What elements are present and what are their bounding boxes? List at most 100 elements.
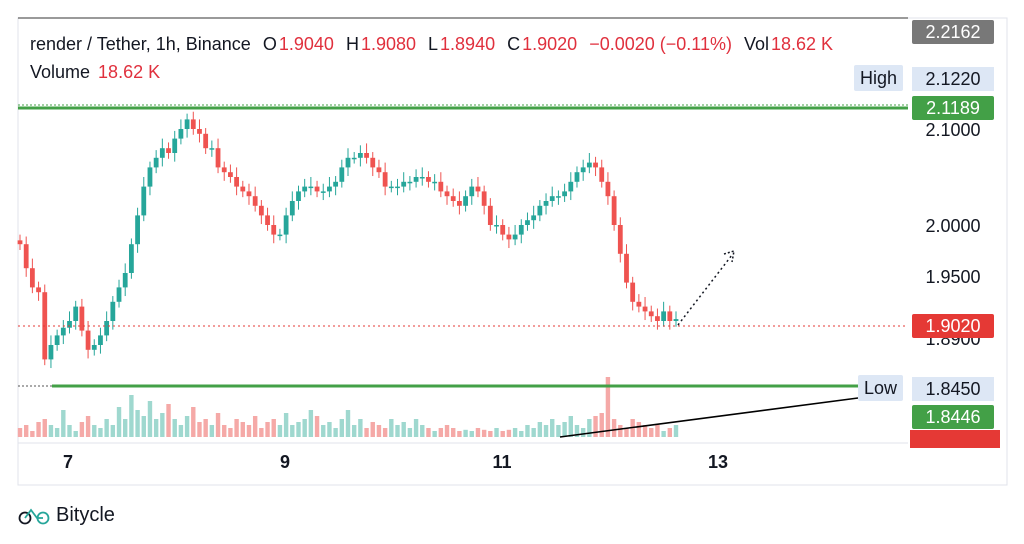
candle-body: [166, 148, 171, 153]
volume-bar: [432, 431, 437, 437]
volume-bar: [321, 425, 326, 437]
volume-bar: [512, 428, 518, 437]
volume-bar: [500, 431, 505, 437]
candle-body: [593, 162, 598, 168]
bicycle-logo-icon: [18, 508, 50, 524]
brand[interactable]: Bitycle: [18, 504, 115, 527]
ytick-2.1000: 2.1000: [925, 120, 981, 140]
legend-change: −0.0020 (−0.11%): [589, 34, 732, 54]
price-label-top: 2.2162: [912, 20, 994, 44]
volume-bar: [129, 395, 134, 437]
candle-body: [617, 225, 623, 254]
volume-legend: Volume 18.62 K: [30, 62, 160, 83]
volume-bar: [543, 425, 549, 437]
candle-body: [506, 234, 512, 240]
candle-body: [159, 148, 165, 158]
candle-body: [395, 186, 400, 189]
candle-body: [494, 225, 499, 227]
volume-bar: [240, 422, 245, 437]
candle-body: [54, 335, 60, 345]
volume-bar: [265, 422, 270, 437]
candle-body: [116, 287, 122, 302]
candle-body: [673, 319, 679, 321]
volume-bar: [259, 428, 264, 437]
volume-bar: [296, 422, 301, 437]
volume-bar: [661, 431, 666, 437]
candle-body: [630, 282, 636, 302]
volume-bar: [85, 416, 91, 437]
volume-bar: [116, 407, 122, 437]
candle-body: [636, 301, 642, 307]
volume-bar: [333, 428, 338, 437]
candle-body: [209, 148, 215, 150]
volume-bar: [420, 425, 425, 437]
volume-bar: [215, 413, 221, 437]
volume-bar: [36, 422, 41, 437]
volume-bar: [401, 422, 406, 437]
xtick-11: 11: [492, 452, 512, 472]
candle-body: [327, 186, 332, 192]
candle-body: [110, 301, 116, 321]
candle-body: [450, 196, 456, 201]
candle-body: [549, 196, 555, 201]
volume-bar: [407, 428, 413, 437]
candle-body: [178, 129, 184, 139]
candle-body: [36, 287, 41, 293]
candle-body: [147, 167, 153, 187]
candle-body: [605, 181, 611, 197]
volume-bar: [203, 419, 208, 437]
candle-body: [203, 133, 209, 149]
candle-body: [60, 327, 66, 336]
candle-body: [258, 205, 264, 216]
candle-body: [438, 181, 444, 192]
candle-body: [98, 335, 103, 345]
projection-arrow-line: [677, 254, 733, 326]
candle-body: [432, 181, 438, 184]
ytick-2.0000: 2.0000: [925, 216, 981, 236]
current-price-label: 1.9020: [912, 314, 994, 338]
volume-bar: [519, 431, 524, 437]
legend-low-label: L: [428, 34, 439, 54]
volume-bar: [426, 428, 431, 437]
legend-high-label: H: [345, 34, 359, 54]
candle-body: [215, 148, 221, 168]
volume-bar: [283, 413, 289, 437]
legend-high-value: 1.9080: [360, 34, 416, 54]
volume-bar: [506, 429, 512, 437]
volume-bar: [605, 377, 611, 437]
brand-name: Bitycle: [56, 504, 115, 526]
candle-body: [184, 119, 190, 129]
high-line-label: 2.1189: [912, 96, 994, 120]
candle-body: [370, 157, 376, 168]
candle-body: [518, 225, 524, 235]
candle-body: [221, 167, 227, 173]
candle-body: [277, 234, 283, 237]
volume-bar: [147, 401, 153, 437]
candle-body: [302, 186, 308, 192]
candle-body: [289, 201, 295, 216]
xtick-13: 13: [707, 452, 729, 472]
candle-body: [456, 201, 462, 206]
volume-bar: [141, 416, 146, 437]
volume-bar: [556, 425, 561, 437]
volume-bar: [123, 419, 128, 437]
candle-body: [661, 311, 667, 321]
volume-bar: [376, 425, 382, 437]
volume-bar: [67, 425, 72, 437]
volume-bar: [61, 410, 66, 437]
candle-body: [91, 345, 97, 350]
candle-body: [444, 191, 450, 197]
ytick-1.9500: 1.9500: [925, 267, 981, 287]
volume-bar: [667, 428, 673, 437]
volume-bar: [160, 413, 165, 437]
volume-bar: [290, 425, 295, 437]
volume-bar: [469, 431, 474, 437]
volume-value: 18.62 K: [98, 62, 161, 82]
candle-body: [512, 234, 518, 240]
volume-bar: [599, 413, 604, 437]
candle-body: [475, 186, 481, 192]
volume-bar: [587, 419, 592, 437]
volume-bar: [79, 422, 85, 437]
legend-symbol: render / Tether, 1h, Binance: [30, 34, 251, 54]
